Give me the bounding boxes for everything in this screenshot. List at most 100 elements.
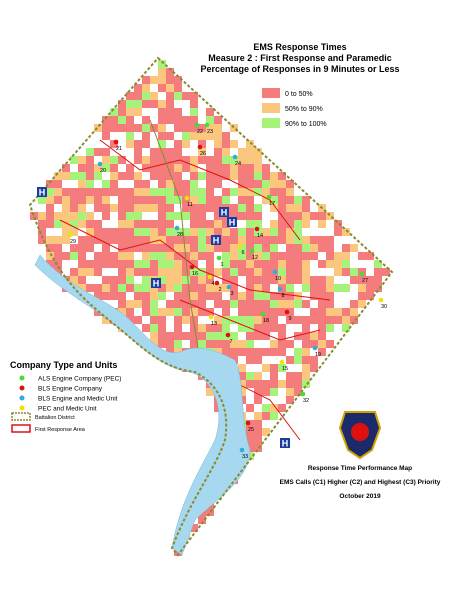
cell [190,332,198,340]
cell [46,236,54,244]
cell [150,324,158,332]
cell [110,228,118,236]
cell [134,180,142,188]
cell [286,284,294,292]
cell [158,252,166,260]
cell [198,156,206,164]
cell [190,172,198,180]
hospital-label: H [221,208,228,218]
cell [190,284,198,292]
cell [110,124,118,132]
cell [206,124,214,132]
station-dot [226,284,232,290]
cell [198,228,206,236]
cell [134,236,142,244]
cell [118,172,126,180]
station-label: 15 [282,366,288,372]
cell [206,196,214,204]
station-dot [214,280,220,286]
cell [190,292,198,300]
cell [94,148,102,156]
cell [78,204,86,212]
cell [294,380,302,388]
cell [134,172,142,180]
cell [278,196,286,204]
cell [126,172,134,180]
cell [238,364,246,372]
cell [262,348,270,356]
cell [70,172,78,180]
cell [254,284,262,292]
hospital-icon [37,187,47,197]
cell [254,308,262,316]
cell [302,204,310,212]
cell [118,284,126,292]
station-label: 27 [362,278,368,284]
cell [134,268,142,276]
cell [230,316,238,324]
cell [142,236,150,244]
cell [158,276,166,284]
cell [62,172,70,180]
cell [294,268,302,276]
cell [230,204,238,212]
station-dot [197,144,203,150]
cell [198,516,206,524]
cell [302,372,310,380]
station-dot [113,139,119,145]
cell [118,252,126,260]
cell [310,252,318,260]
cell [246,292,254,300]
cell [214,332,222,340]
cell [150,156,158,164]
cell [246,308,254,316]
cell [286,220,294,228]
cell [286,180,294,188]
cell [222,340,230,348]
cell [278,332,286,340]
cell [230,188,238,196]
cell [206,340,214,348]
cell [358,276,366,284]
cell [54,196,62,204]
cell [270,188,278,196]
cell [302,300,310,308]
cell [302,212,310,220]
cell [214,140,222,148]
cell [142,292,150,300]
cell [342,260,350,268]
station-dot [378,297,384,303]
cell [214,268,222,276]
cell [294,276,302,284]
cell [62,212,70,220]
cell [118,188,126,196]
cell [262,404,270,412]
station-label: 24 [235,161,241,167]
cell [278,364,286,372]
station-dot [312,345,318,351]
cell [46,220,54,228]
cell [294,316,302,324]
cell [326,236,334,244]
cell [158,172,166,180]
cell [270,196,278,204]
cell [262,324,270,332]
cell [246,452,254,460]
cell [230,156,238,164]
cell [94,124,102,132]
cell [198,332,206,340]
cell [246,164,254,172]
cell [38,196,46,204]
cell [206,220,214,228]
cell [86,188,94,196]
cell [318,308,326,316]
cell [182,332,190,340]
station-label: 33 [242,454,248,460]
cell [230,348,238,356]
cell [126,196,134,204]
cell [142,268,150,276]
cell [54,180,62,188]
cell [158,292,166,300]
cell [278,404,286,412]
